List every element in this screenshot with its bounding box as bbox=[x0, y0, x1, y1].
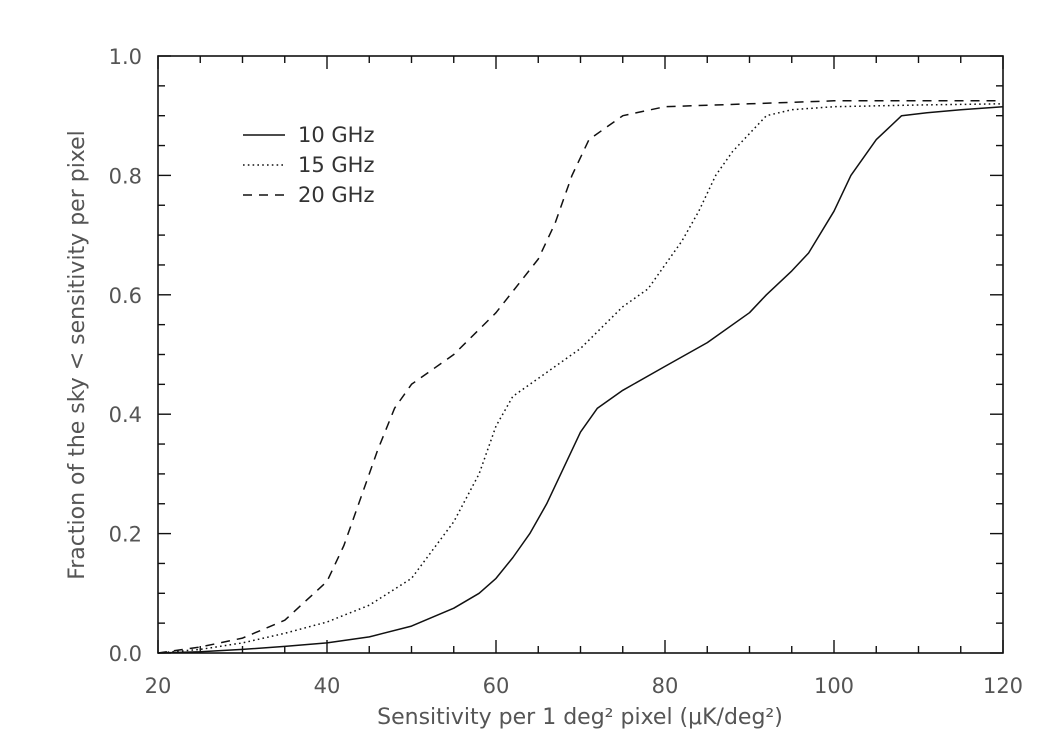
series-line bbox=[157, 100, 1003, 654]
y-tick-label: 0.0 bbox=[109, 642, 142, 666]
y-tick-label: 0.4 bbox=[109, 403, 142, 427]
x-tick-label: 40 bbox=[314, 674, 341, 698]
legend-label: 10 GHz bbox=[298, 123, 374, 147]
y-tick-label: 1.0 bbox=[109, 45, 142, 69]
y-tick-label: 0.2 bbox=[109, 523, 142, 547]
y-tick-label: 0.8 bbox=[109, 164, 142, 188]
legend: 10 GHz 15 GHz 20 GHz bbox=[243, 123, 374, 207]
axis-ticks bbox=[157, 55, 1004, 654]
series-lines bbox=[157, 100, 1004, 654]
legend-label: 20 GHz bbox=[298, 183, 374, 207]
x-axis-title: Sensitivity per 1 deg² pixel (μK/deg²) bbox=[377, 705, 783, 730]
y-tick-label: 0.6 bbox=[109, 284, 142, 308]
x-tick-label: 60 bbox=[483, 674, 510, 698]
x-tick-label: 120 bbox=[983, 674, 1023, 698]
legend-label: 15 GHz bbox=[298, 153, 374, 177]
x-tick-label: 20 bbox=[145, 674, 172, 698]
x-tick-label: 100 bbox=[814, 674, 854, 698]
y-axis-title: Fraction of the sky < sensitivity per pi… bbox=[65, 130, 90, 580]
series-line bbox=[157, 103, 1004, 654]
series-line bbox=[157, 105, 1004, 654]
x-tick-label: 80 bbox=[652, 674, 679, 698]
plot-frame bbox=[157, 55, 1004, 654]
tick-labels: 20 40 60 80 100 120 0.0 0.2 0.4 0.6 0.8 1.0 bbox=[109, 45, 1023, 698]
